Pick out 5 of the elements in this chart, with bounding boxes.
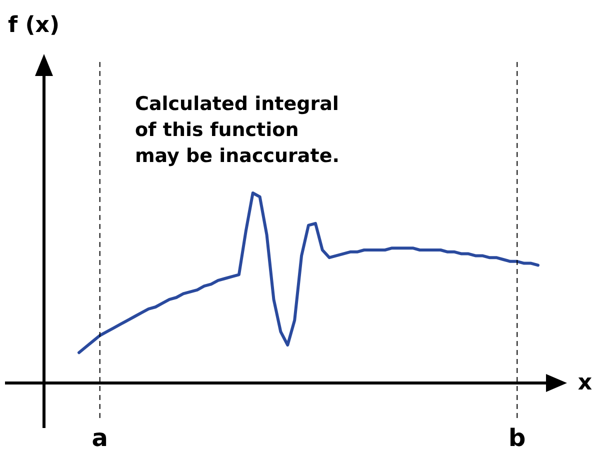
x-axis-title: x [578, 370, 592, 396]
text: Calculated integral of this function may be inaccurate. [135, 93, 340, 167]
x-tick-label: b [508, 424, 526, 452]
x-tick-label: a [92, 424, 108, 452]
text: f (x) [8, 13, 60, 38]
